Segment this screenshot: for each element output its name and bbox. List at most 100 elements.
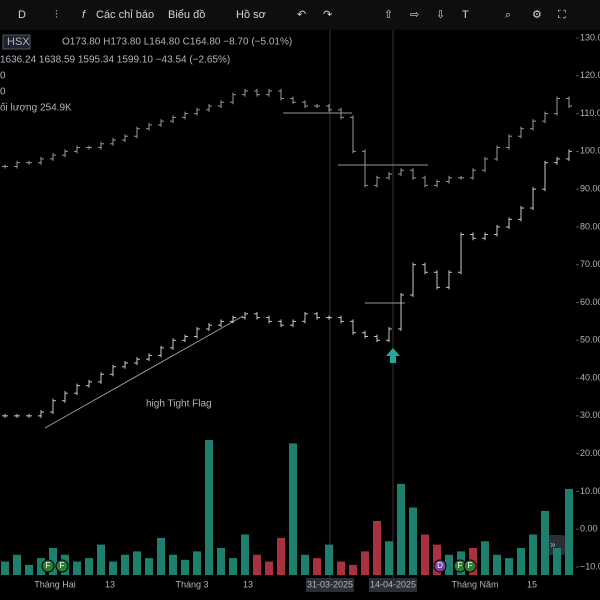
toolbar: [0, 0, 600, 30]
volume-bar: [157, 537, 165, 575]
interval[interactable]: D: [18, 9, 26, 21]
volume-bar: [181, 559, 189, 575]
y-tick-label: 0.00: [580, 524, 598, 534]
price-bar: [122, 360, 128, 369]
volume-bar: [97, 544, 105, 575]
price-bar: [350, 319, 356, 335]
volume-label: ối lượng: [0, 102, 37, 114]
price-bar: [470, 168, 476, 180]
price-bar: [158, 345, 164, 358]
compare-values: 1636.24 1638.59 1595.34 1599.10 −43.54 (…: [0, 55, 230, 66]
study: 0: [0, 87, 6, 98]
volume-bar: [205, 440, 213, 575]
event-marker: [433, 559, 447, 573]
volume-bar: [1, 561, 9, 575]
y-tick-label: 40.00: [580, 372, 600, 382]
chart-type[interactable]: Biểu đồ: [168, 9, 205, 21]
price-bar: [254, 88, 260, 97]
price-bar: [206, 104, 212, 112]
price-bar: [194, 326, 200, 339]
down-arrow[interactable]: ⇩: [436, 9, 445, 21]
price-bar: [242, 311, 248, 320]
volume-bar: [37, 558, 45, 575]
price-bar: [110, 364, 116, 377]
price-bar: [254, 311, 260, 320]
price-bar: [506, 134, 512, 150]
price-bar: [50, 398, 56, 415]
price-bar: [374, 334, 380, 343]
price-bar: [566, 149, 572, 161]
price-bar: [50, 153, 56, 161]
price-bar: [206, 323, 212, 331]
redo[interactable]: ↷: [323, 9, 332, 21]
volume-bar: [337, 561, 345, 575]
x-tick-label: 14-04-2025: [370, 579, 416, 589]
price-bar: [362, 330, 368, 339]
price-bar: [290, 319, 296, 328]
price-bar: [350, 115, 356, 154]
event-label: F: [458, 561, 463, 570]
volume-bar: [397, 483, 405, 575]
date-box: [306, 578, 354, 592]
volume-bar: [85, 558, 93, 575]
compare-icon[interactable]: ⫶: [55, 9, 58, 21]
symbol-box[interactable]: [2, 34, 31, 50]
y-tick-label: 10.00: [580, 486, 600, 496]
price-bar: [494, 145, 500, 161]
price-bar: [182, 111, 188, 120]
volume-bar: [241, 534, 249, 575]
price-bar: [458, 175, 464, 180]
undo[interactable]: ↶: [297, 9, 306, 21]
price-bar: [542, 160, 548, 192]
price-bar: [566, 96, 572, 109]
price-bar: [218, 100, 224, 109]
price-bar: [158, 119, 164, 127]
price-bar: [290, 96, 296, 105]
x-tick-label: 15: [527, 579, 537, 589]
price-bar: [14, 160, 20, 169]
price-bar: [542, 111, 548, 124]
volume-bar: [409, 507, 417, 575]
price-bar: [386, 326, 392, 343]
settings[interactable]: ⚙: [532, 9, 542, 21]
price-bar: [14, 413, 20, 418]
right-arrow[interactable]: ⇨: [410, 9, 419, 21]
price-bar: [86, 379, 92, 388]
date-box: [369, 578, 417, 592]
fullscreen[interactable]: ⛶: [558, 9, 566, 21]
volume-bar: [541, 510, 549, 575]
volume-bar: [313, 558, 321, 575]
event-marker: [41, 559, 55, 573]
price-bar: [182, 334, 188, 343]
price-bar: [38, 156, 44, 165]
event-label: F: [60, 561, 65, 570]
up-arrow[interactable]: ⇧: [384, 9, 393, 21]
volume-bar: [253, 554, 261, 575]
y-tick-label: 70.00: [580, 259, 600, 269]
price-bar: [26, 160, 32, 165]
price-bar: [230, 315, 236, 324]
ohlc: O173.80 H173.80 L164.80 C164.80 −8.70 (−…: [62, 37, 292, 48]
volume-bar: [169, 554, 177, 575]
event-marker: [463, 559, 477, 573]
y-tick-label: −10.00: [580, 561, 600, 571]
profile[interactable]: Hồ sơ: [236, 9, 266, 21]
study: 0: [0, 71, 6, 82]
volume-bar: [373, 521, 381, 575]
y-tick-label: 60.00: [580, 297, 600, 307]
price-bar: [74, 145, 80, 154]
price-bar: [398, 292, 404, 331]
volume-bar: [553, 548, 561, 575]
text-tool[interactable]: T: [462, 9, 469, 21]
price-bar: [446, 270, 452, 290]
zoom[interactable]: ⌕: [505, 9, 511, 21]
indicators[interactable]: Các chỉ báo: [96, 9, 154, 21]
price-bar: [362, 149, 368, 188]
price-bar: [134, 126, 140, 139]
price-bar: [170, 338, 176, 350]
volume-bar: [445, 554, 453, 575]
price-bar: [314, 311, 320, 320]
event-label: F: [46, 561, 51, 570]
price-bar: [530, 187, 536, 211]
fx-icon[interactable]: f: [82, 9, 86, 21]
